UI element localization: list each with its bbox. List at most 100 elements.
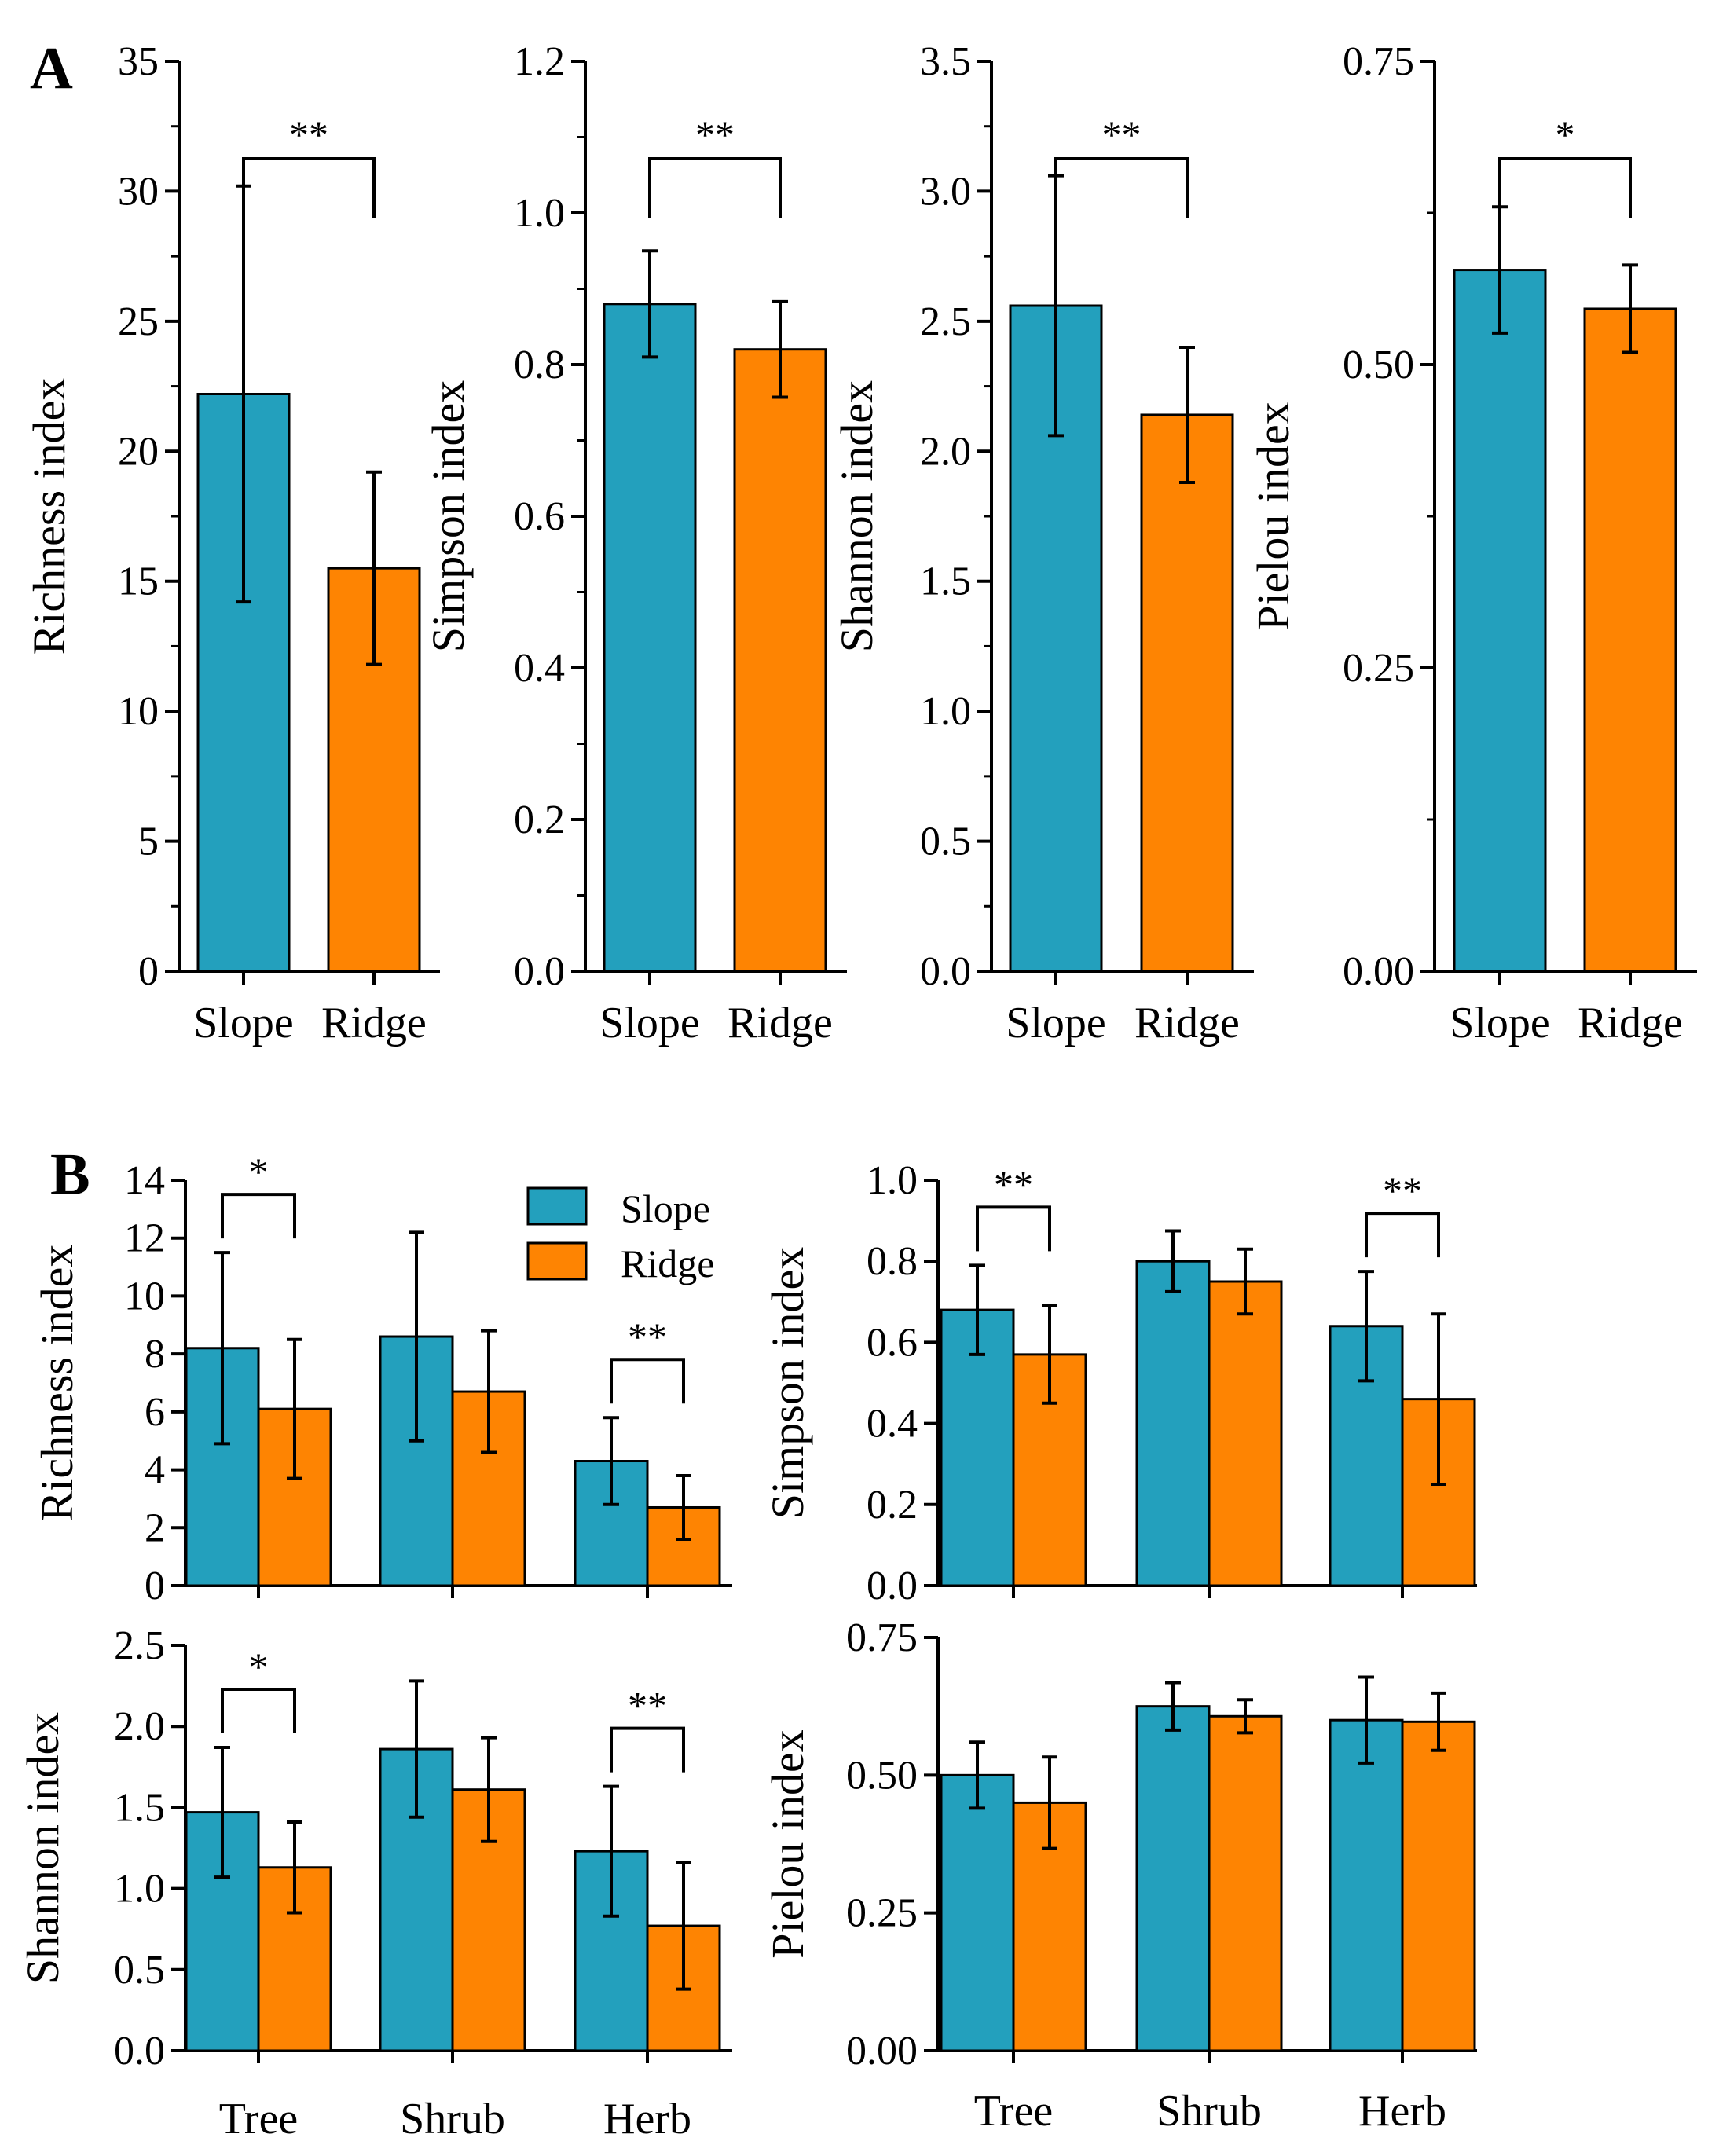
significance-bracket	[610, 1358, 685, 1404]
x-tick-label: Ridge	[728, 999, 833, 1047]
y-tick-label: 30	[118, 169, 159, 214]
legend: Slope Ridge	[526, 1186, 714, 1285]
y-tick-label: 25	[118, 299, 159, 344]
chart-4: 0.00 0.25 0.50 0.75 Pielou index Slope Ridge *	[1248, 39, 1697, 1047]
y-tick-label: 0.50	[846, 1753, 918, 1798]
chart-2: 0.0 0.2 0.4 0.6 0.8 1.0 1.2 Simpson index Slope R…	[423, 39, 847, 1047]
y-tick-label: 0.2	[867, 1483, 918, 1527]
y-tick-label: 2	[145, 1505, 165, 1550]
y-tick-label: 0	[145, 1564, 165, 1608]
bar-ridge	[733, 348, 827, 973]
y-tick-label: 0.2	[514, 798, 565, 842]
panel-label-a: A	[30, 35, 73, 101]
y-tick-label: 0.0	[920, 949, 971, 994]
bar-ridge-shrub	[1208, 1714, 1283, 2052]
significance-bracket	[221, 1688, 296, 1734]
y-tick-label: 2.0	[114, 1704, 165, 1749]
y-tick-label: 0.4	[867, 1402, 918, 1446]
x-tick-label: Herb	[603, 2095, 691, 2143]
y-tick-label: 0.6	[514, 494, 565, 539]
y-tick-label: 0.0	[867, 1564, 918, 1608]
y-tick-label: 0.25	[846, 1891, 918, 1936]
y-tick-label: 0.00	[1343, 949, 1414, 994]
y-axis-title: Simpson index	[762, 1247, 813, 1519]
y-axis-title: Shannon index	[831, 380, 882, 652]
significance-label: *	[1556, 112, 1575, 156]
y-tick-label: 0.5	[920, 820, 971, 864]
significance-label: **	[628, 1314, 667, 1358]
significance-label: **	[695, 112, 735, 156]
x-tick-label: Ridge	[1134, 999, 1240, 1047]
bar-ridge	[1583, 307, 1677, 973]
bar-ridge	[1140, 413, 1234, 973]
panel-label-b: B	[50, 1142, 90, 1208]
significance-label: **	[289, 112, 328, 156]
y-tick-label: 1.0	[920, 689, 971, 734]
bar-slope	[603, 302, 697, 973]
y-axis-title: Richness index	[31, 1245, 82, 1522]
x-tick-label: Shrub	[400, 2095, 505, 2143]
y-tick-label: 14	[124, 1158, 165, 1203]
significance-bracket	[610, 1726, 685, 1773]
significance-label: **	[1383, 1168, 1422, 1212]
y-tick-label: 1.0	[114, 1867, 165, 1912]
y-tick-label: 20	[118, 429, 159, 474]
bar-slope-shrub	[1135, 1260, 1211, 1587]
y-axis-title: Simpson index	[423, 380, 474, 652]
bar-ridge-shrub	[1208, 1280, 1283, 1587]
y-tick-label: 0	[138, 949, 159, 994]
y-tick-label: 2.5	[920, 299, 971, 344]
significance-bracket	[1054, 157, 1189, 218]
y-tick-label: 0.8	[867, 1239, 918, 1284]
y-tick-label: 1.5	[920, 559, 971, 604]
y-axis-title: Pielou index	[762, 1729, 813, 1959]
significance-label: *	[249, 1150, 269, 1194]
y-tick-label: 2.0	[920, 429, 971, 474]
chart-7: 0.0 0.5 1.0 1.5 2.0 2.5 Shannon index Tree * Shru…	[17, 1623, 732, 2143]
significance-bracket	[976, 1205, 1051, 1252]
y-tick-label: 0.75	[846, 1615, 918, 1660]
y-tick-label: 0.0	[514, 949, 565, 994]
bar-slope-herb	[1329, 1718, 1404, 2052]
x-tick-label: Tree	[974, 2087, 1054, 2136]
legend-label-slope: Slope	[621, 1186, 710, 1230]
y-tick-label: 1.2	[514, 39, 565, 84]
y-tick-label: 0.0	[114, 2029, 165, 2074]
significance-label: **	[994, 1162, 1033, 1206]
x-tick-label: Shrub	[1156, 2087, 1262, 2136]
x-tick-label: Ridge	[1578, 999, 1683, 1047]
x-tick-label: Slope	[193, 999, 294, 1047]
chart-8: 0.00 0.25 0.50 0.75 Pielou index Tree Shrub Her…	[762, 1615, 1477, 2136]
y-tick-label: 3.5	[920, 39, 971, 84]
y-tick-label: 0.50	[1343, 343, 1414, 387]
y-tick-label: 0.00	[846, 2029, 918, 2074]
bar-slope-tree	[940, 1773, 1015, 2052]
y-tick-label: 0.5	[114, 1948, 165, 1993]
y-axis-title: Pielou index	[1248, 402, 1299, 631]
x-tick-label: Tree	[219, 2095, 299, 2143]
significance-bracket	[648, 157, 782, 218]
y-tick-label: 35	[118, 39, 159, 84]
chart-6: 0.0 0.2 0.4 0.6 0.8 1.0 Simpson index ** **	[762, 1158, 1477, 1608]
x-tick-label: Ridge	[321, 999, 427, 1047]
y-tick-label: 6	[145, 1390, 165, 1435]
y-tick-label: 1.5	[114, 1785, 165, 1830]
legend-label-ridge: Ridge	[621, 1241, 714, 1285]
y-tick-label: 2.5	[114, 1623, 165, 1668]
significance-bracket	[242, 157, 376, 218]
bar-slope	[1453, 269, 1547, 973]
y-tick-label: 0.75	[1343, 39, 1414, 84]
y-tick-label: 3.0	[920, 169, 971, 214]
y-tick-label: 10	[118, 689, 159, 734]
x-tick-label: Herb	[1358, 2087, 1446, 2136]
chart-3: 0.0 0.5 1.0 1.5 2.0 2.5 3.0 3.5 Shannon index Slo…	[831, 39, 1254, 1047]
significance-label: **	[628, 1684, 667, 1728]
y-tick-label: 10	[124, 1274, 165, 1318]
y-tick-label: 0.6	[867, 1320, 918, 1365]
significance-label: **	[1102, 112, 1142, 156]
bar-slope-shrub	[1135, 1705, 1211, 2052]
chart-1: 0 5 10 15 20 25 30 35 Richness index Slope Ridge **	[24, 39, 440, 1047]
y-tick-label: 0.25	[1343, 646, 1414, 691]
